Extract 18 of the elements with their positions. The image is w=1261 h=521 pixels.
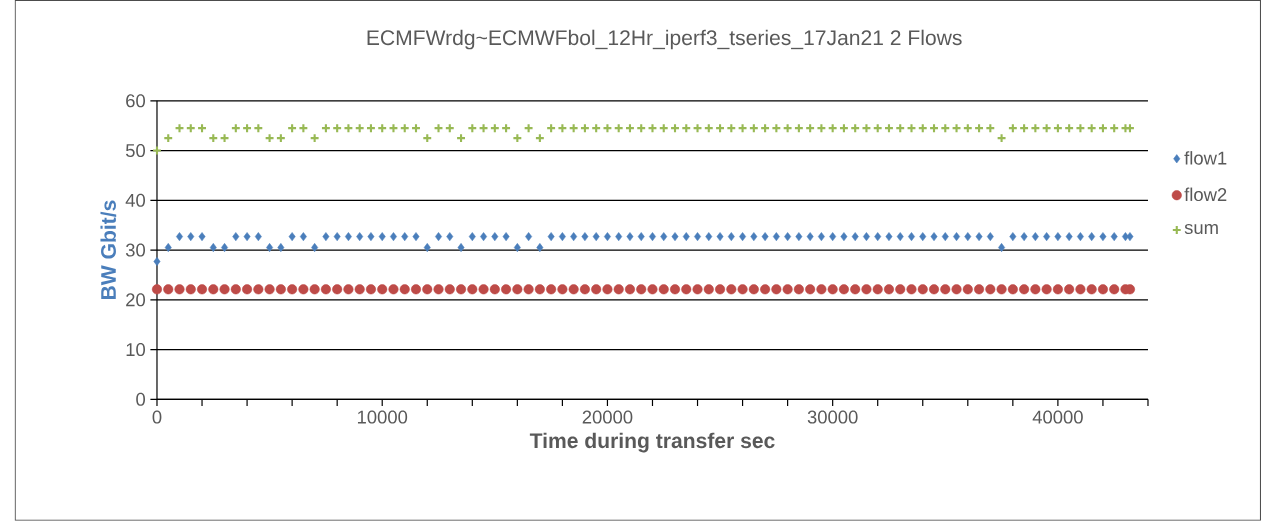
y-tick-label: 20 [126,293,146,307]
legend-label: flow2 [1184,187,1227,202]
legend-label: sum [1184,224,1218,235]
y-axis-title: BW Gbit/s [100,200,117,300]
legend-label: flow1 [1184,151,1227,165]
y-tick-label: 10 [126,343,146,357]
y-tick-label: 0 [136,392,146,406]
x-tick-label: 10000 [357,410,408,424]
x-axis-title: Time during transfer sec [529,432,775,453]
y-tick-label: 60 [126,94,146,108]
chart-title: ECMFWrdg~ECMWFbol_12Hr_iperf3_tseries_17Jan21 2 Flows [367,29,962,50]
x-tick-label: 30000 [807,410,858,424]
x-tick-label: 0 [152,410,162,424]
y-tick-label: 50 [125,144,146,158]
x-tick-label: 20000 [582,410,633,424]
x-tick-label: 40000 [1032,410,1083,424]
y-tick-label: 30 [125,243,146,257]
y-tick-label: 40 [125,193,146,207]
